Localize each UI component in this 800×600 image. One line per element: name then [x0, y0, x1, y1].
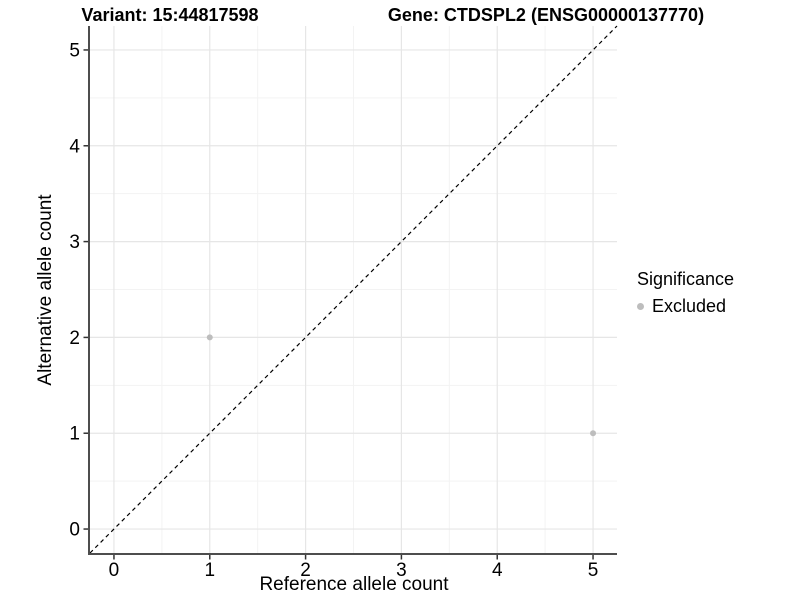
x-tick-label: 1	[204, 560, 215, 581]
y-tick-label: 1	[69, 424, 80, 445]
y-tick-label: 2	[69, 328, 80, 349]
x-axis-title: Reference allele count	[259, 574, 449, 595]
x-tick-label: 3	[396, 560, 407, 581]
x-tick-label: 5	[588, 560, 599, 581]
legend-title: Significance	[637, 269, 735, 289]
legend: Significance Excluded	[630, 269, 734, 316]
y-tick-label: 5	[69, 40, 80, 61]
plot-title-variant: Variant: 15:44817598	[81, 5, 259, 25]
y-tick-label: 3	[69, 232, 80, 253]
x-tick-label: 0	[109, 560, 120, 581]
plot-title-gene: Gene: CTDSPL2 (ENSG00000137770)	[387, 5, 705, 25]
data-point	[590, 430, 597, 437]
data-point	[206, 334, 213, 341]
x-tick-label: 4	[492, 560, 503, 581]
legend-item-excluded: Excluded	[630, 296, 734, 316]
legend-item-label: Excluded	[652, 296, 727, 316]
legend-point-icon	[637, 302, 644, 310]
y-tick-label: 0	[69, 520, 80, 541]
y-axis-title: Alternative allele count	[35, 194, 56, 386]
y-tick-label: 4	[69, 136, 80, 157]
x-tick-label: 2	[300, 560, 311, 581]
